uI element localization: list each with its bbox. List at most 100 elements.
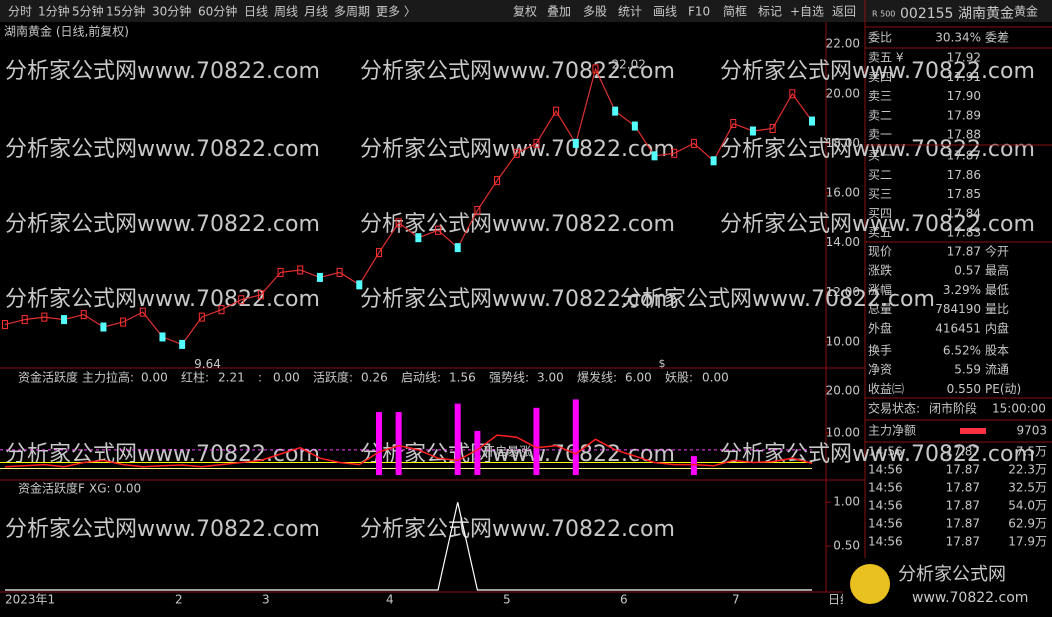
status-label: 交易状态: (868, 401, 920, 416)
toolbar-button[interactable]: 简框 (723, 5, 747, 19)
ask-price: 17.90 (947, 89, 981, 103)
y-tick-label: 20.00 (826, 86, 860, 100)
toolbar-button[interactable]: 叠加 (547, 5, 571, 19)
indicator-item-name: 主力拉高: (82, 370, 134, 385)
indicator-item-name: 强势线: (489, 371, 529, 385)
stat-label: 涨幅 (868, 282, 892, 297)
stat-value: 0.550 (947, 382, 981, 396)
sector: 黄金 (1014, 4, 1038, 19)
signal-bar (474, 430, 481, 476)
price-candle (395, 218, 402, 228)
period-tab[interactable]: 30分钟 (152, 4, 191, 19)
price-candle (238, 295, 245, 305)
period-tab[interactable]: 更多 〉 (376, 5, 416, 19)
x-tick-label: 7 (732, 593, 740, 607)
price-candle (179, 339, 186, 349)
x-tick-label: 5 (503, 593, 511, 607)
x-tick-label: 6 (620, 593, 628, 607)
watermark: 分析家公式网www.70822.com (720, 59, 1035, 84)
trade-time: 14:56 (868, 499, 903, 513)
watermark: 分析家公式网www.70822.com (720, 137, 1035, 162)
toolbar-button[interactable]: 标记 (758, 5, 782, 19)
trade-volume: 54.0万 (1008, 499, 1047, 513)
period-tab[interactable]: 月线 (304, 5, 328, 19)
bid-price: 17.84 (947, 206, 981, 220)
price-candle (415, 233, 422, 243)
price-candle (2, 320, 8, 330)
y-tick-label: 14.00 (826, 235, 860, 249)
toolbar-button[interactable]: +自选 (790, 5, 824, 19)
price-candle (769, 124, 776, 134)
stat-label: 现价 (868, 245, 892, 259)
period-tab[interactable]: 1分钟 (38, 4, 70, 19)
price-candle (612, 106, 619, 116)
indicator-item-value: 1.56 (449, 371, 476, 385)
bid-price: 17.83 (947, 226, 981, 240)
bid-price: 17.85 (947, 187, 981, 201)
indicator-item-name: 启动线: (401, 371, 441, 385)
ask-label: 卖五 ¥ (868, 51, 904, 65)
period-tab[interactable]: 60分钟 (198, 4, 237, 19)
indicator-item-name: 妖股: (665, 371, 693, 385)
trade-time: 14:56 (868, 445, 903, 459)
indicator-item-value: 0.00 (273, 371, 300, 385)
signal-bar (375, 412, 382, 476)
trade-volume: 62.9万 (1008, 517, 1047, 531)
status-value: 闭市阶段 (929, 401, 977, 416)
price-candle (61, 315, 68, 325)
period-tab[interactable]: 日线 (244, 5, 268, 19)
stat-label: 流通 (985, 363, 1009, 377)
toolbar-button[interactable]: F10 (688, 5, 710, 19)
trade-time: 14:56 (868, 535, 903, 549)
toolbar-button[interactable]: 多股 (583, 5, 607, 19)
label: 委差 (985, 31, 1009, 45)
activity-line (4, 434, 813, 468)
logo-icon (850, 564, 890, 604)
period-tab[interactable]: 分时 (8, 5, 32, 19)
trade-volume: 32.5万 (1008, 481, 1047, 495)
price-candle (80, 310, 87, 320)
trade-price: 17.87 (946, 445, 980, 459)
ask-label: 卖二 (868, 108, 892, 122)
signal-bar (572, 399, 579, 476)
toolbar-button[interactable]: 统计 (618, 5, 642, 19)
high-label: 22.02 (611, 57, 645, 71)
period-tab[interactable]: 多周期 (334, 5, 370, 19)
price-candle (710, 156, 717, 166)
toolbar-button[interactable]: 复权 (513, 5, 537, 19)
price-candle (316, 272, 323, 282)
toolbar-button[interactable]: 画线 (653, 5, 677, 19)
ask-label: 卖三 (868, 89, 892, 103)
period-tab[interactable]: 5分钟 (72, 4, 104, 19)
trade-volume: 7.5万 (1016, 445, 1047, 459)
toolbar-bg (0, 0, 1052, 22)
toolbar-button[interactable]: 返回 (832, 5, 856, 19)
stat-value: 784190 (935, 302, 981, 316)
indicator-item-name: : (258, 371, 262, 385)
ask-label: 卖四 (868, 70, 892, 84)
bid-price: 17.87 (947, 149, 981, 163)
stat-value: 6.52% (943, 344, 981, 358)
y-tick-label: 12.00 (826, 285, 860, 299)
period-tab[interactable]: 15分钟 (106, 4, 145, 19)
watermark: 分析家公式网www.70822.com (360, 212, 675, 237)
x-tick-label: 2023年1 (5, 593, 55, 607)
x-tick-label: 2 (175, 593, 183, 607)
price-candle (809, 116, 815, 126)
ask-price: 17.91 (947, 70, 981, 84)
trade-time: 14:56 (868, 463, 903, 477)
low-label: 9.64 (194, 357, 221, 371)
indicator-item-value: 0.26 (361, 371, 388, 385)
x-tick-label: 4 (386, 593, 394, 607)
period-tab[interactable]: 周线 (274, 5, 298, 19)
price-candle (356, 280, 363, 290)
signal-bar (454, 403, 461, 476)
stat-label: 净资 (868, 363, 892, 377)
chart-title: 湖南黄金 (日线,前复权) (4, 24, 129, 39)
indicator-xg: XG: 0.00 (89, 482, 141, 496)
indicator-item-name: 红柱: (181, 370, 209, 385)
stat-label: 股本 (985, 344, 1009, 358)
watermark: 分析家公式网www.70822.com (620, 287, 935, 312)
bid-price: 17.86 (947, 168, 981, 182)
